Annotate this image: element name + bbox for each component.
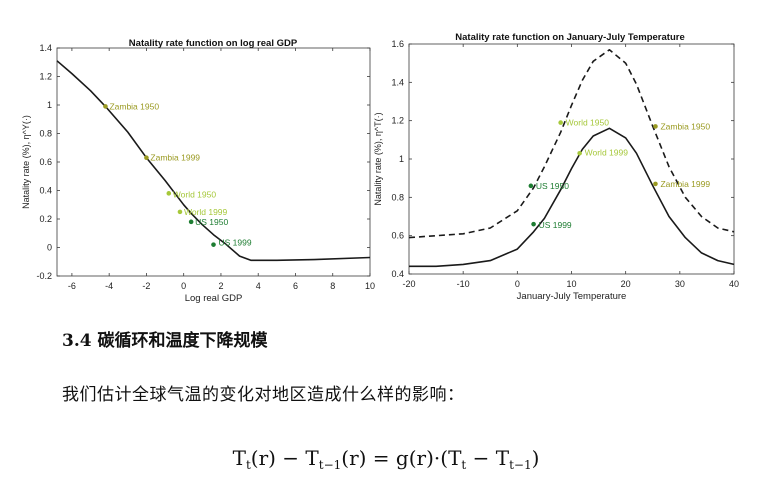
y-axis-label: Natality rate (%), η^T(·) — [373, 112, 383, 205]
y-tick-label: 0.8 — [39, 129, 52, 139]
y-tick-label: 0.6 — [391, 231, 404, 241]
chart-2: -20 -10 0 10 20 30 40 0.4 0.6 0.8 1 1.2 1.4 1.6 Natali… — [373, 32, 739, 302]
x-tick-label: 0 — [515, 279, 520, 289]
data-point-label: World 1999 — [585, 147, 629, 157]
plot-area-frame — [56, 47, 371, 277]
data-point — [177, 209, 183, 215]
x-tick-label: -10 — [457, 279, 470, 289]
y-tick-label: 0.6 — [39, 157, 52, 167]
data-point-label: US 1999 — [539, 220, 572, 230]
chart-title: Natality rate function on log real GDP — [129, 38, 298, 49]
chart-title: Natality rate function on January-July T… — [455, 32, 684, 43]
data-point-label: US 1950 — [536, 181, 569, 191]
data-point — [558, 120, 563, 125]
section-heading: 3.4 碳循环和温度下降规模 — [62, 331, 268, 351]
y-tick-label: 1.4 — [391, 77, 404, 87]
x-tick-label: 8 — [330, 281, 335, 291]
x-tick-label: 40 — [729, 279, 739, 289]
data-point — [528, 183, 534, 189]
y-tick-label: 0.2 — [39, 214, 52, 224]
x-axis-label: January-July Temperature — [517, 291, 627, 302]
data-point-label: World 1950 — [173, 189, 217, 199]
x-tick-label: 10 — [365, 281, 375, 291]
data-point-label: US 1950 — [195, 217, 228, 227]
eq-rhs-end: ) — [531, 446, 540, 470]
y-tick-label: -0.2 — [36, 271, 52, 281]
eq-lhs-a-arg: (r) − — [250, 446, 306, 470]
data-point — [531, 221, 536, 227]
x-tick-label: 20 — [621, 279, 631, 289]
eq-lhs-b-sub: t−1 — [318, 458, 342, 472]
data-point — [653, 124, 658, 129]
x-tick-label: -2 — [142, 281, 150, 291]
charts-figure: -6 -4 -2 0 2 4 6 8 10-0.200.20.40.60.811.21.4 Nat… — [21, 32, 739, 304]
y-tick-label: 1.2 — [39, 72, 52, 82]
data-point-label: Zambia 1999 — [150, 153, 200, 163]
data-point — [103, 104, 108, 109]
y-tick-label: 1.6 — [391, 39, 404, 49]
eq-lhs-b-arg: (r) = g(r)·( — [341, 446, 449, 470]
chart-1: -6 -4 -2 0 2 4 6 8 10 -0.2 0 0.2 0.4 0.6 0.8 1 1.2 1.4 Nat… — [21, 38, 375, 304]
data-point-label: Zambia 1950 — [109, 101, 159, 111]
y-tick-label: 1 — [47, 100, 52, 110]
y-tick-label: 1.4 — [39, 43, 52, 53]
eq-rhs-a-sub: t — [461, 458, 467, 472]
data-point-label: Zambia 1950 — [660, 121, 710, 131]
data-point — [211, 242, 216, 247]
data-point — [188, 219, 194, 225]
y-tick-label: 0.8 — [391, 192, 404, 202]
data-point-label: World 1999 — [184, 207, 228, 217]
y-tick-label: 1.2 — [391, 116, 404, 126]
data-point-label: US 1999 — [219, 238, 252, 248]
x-axis-label: Log real GDP — [185, 293, 243, 304]
data-point — [653, 181, 658, 187]
series-line-shifted — [408, 49, 735, 239]
y-tick-label: 0.4 — [391, 269, 404, 279]
x-tick-label: 10 — [566, 279, 576, 289]
eq-rhs-a: T — [448, 446, 462, 470]
y-tick-label: 1 — [399, 154, 404, 164]
x-tick-label: 2 — [218, 281, 223, 291]
x-tick-label: -4 — [105, 281, 113, 291]
y-tick-label: 0 — [47, 243, 52, 253]
series-line-baseline — [409, 127, 735, 268]
x-tick-label: 30 — [675, 279, 685, 289]
data-point — [166, 191, 172, 196]
data-point-label: World 1950 — [566, 118, 610, 128]
x-tick-label: 0 — [181, 281, 186, 291]
plot-area-frame — [408, 43, 735, 275]
equation: Tt(r) − Tt−1(r) = g(r)·(Tt − Tt−1) — [0, 446, 772, 472]
eq-lhs-b: T — [305, 446, 319, 470]
eq-lhs-a-sub: t — [245, 458, 251, 472]
eq-rhs-b-sub: t−1 — [509, 458, 532, 472]
x-tick-label: 6 — [293, 281, 298, 291]
eq-rhs-b: T — [495, 446, 510, 470]
eq-rhs-mid: − — [466, 446, 496, 470]
y-axis-label: Natality rate (%), η^Y(·) — [21, 115, 31, 209]
x-tick-label: -20 — [402, 279, 415, 289]
x-tick-label: -6 — [68, 281, 76, 291]
data-point-label: Zambia 1999 — [660, 179, 710, 189]
body-paragraph: 我们估计全球气温的变化对地区造成什么样的影响： — [62, 385, 465, 405]
eq-lhs-a: T — [232, 446, 246, 470]
series-line-natality — [56, 60, 371, 262]
data-point — [577, 150, 582, 156]
x-tick-label: 4 — [256, 281, 261, 291]
y-tick-label: 0.4 — [39, 186, 52, 196]
data-point — [144, 155, 149, 161]
